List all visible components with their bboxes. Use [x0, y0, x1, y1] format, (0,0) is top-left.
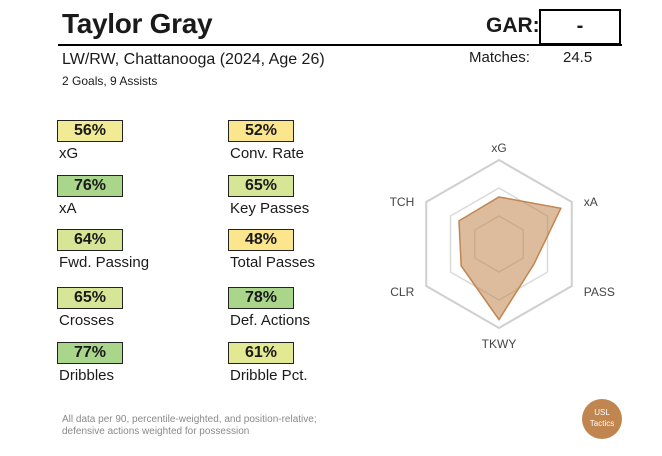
matches-label: Matches:	[469, 49, 530, 66]
footnote: All data per 90, percentile-weighted, an…	[62, 414, 317, 438]
metric-badge: 52%	[228, 120, 294, 142]
metric-dribble-pct: 61% Dribble Pct.	[228, 342, 368, 388]
metric-badge: 78%	[228, 287, 294, 309]
metric-label: Total Passes	[230, 254, 316, 271]
metric-label: Dribble Pct.	[230, 367, 308, 384]
metric-label: Fwd. Passing	[59, 254, 150, 271]
footnote-line-1: All data per 90, percentile-weighted, an…	[62, 414, 317, 425]
metric-badge: 64%	[57, 229, 123, 251]
radar-axis-label: xG	[491, 141, 506, 155]
metric-badge: 48%	[228, 229, 294, 251]
footnote-line-2: defensive actions weighted for possessio…	[62, 426, 250, 437]
metric-badge: 65%	[228, 175, 294, 197]
metric-xa: 76% xA	[57, 175, 197, 221]
radar-ring	[425, 158, 573, 330]
metric-crosses: 65% Crosses	[57, 287, 197, 333]
radar-data-polygon	[458, 196, 562, 321]
metric-badge: 76%	[57, 175, 123, 197]
player-subtitle: LW/RW, Chattanooga (2024, Age 26)	[62, 51, 325, 68]
metric-dribbles: 77% Dribbles	[57, 342, 197, 388]
metric-fwd-passing: 64% Fwd. Passing	[57, 229, 197, 275]
radar-axis-label: PASS	[584, 285, 615, 299]
metric-label: Conv. Rate	[230, 145, 304, 162]
metric-badge: 61%	[228, 342, 294, 364]
metric-key-passes: 65% Key Passes	[228, 175, 368, 221]
player-name: Taylor Gray	[62, 8, 213, 39]
logo-line-2: Tactics	[589, 419, 615, 428]
metric-badge: 65%	[57, 287, 123, 309]
metric-badge: 77%	[57, 342, 123, 364]
metric-label: xG	[59, 145, 79, 162]
metric-label: Crosses	[59, 312, 115, 329]
metric-label: Dribbles	[59, 367, 115, 384]
header-divider	[58, 44, 622, 46]
metric-total-passes: 48% Total Passes	[228, 229, 368, 275]
radar-axis-label: TKWY	[482, 337, 517, 351]
matches-value: 24.5	[563, 49, 593, 66]
metric-label: Def. Actions	[230, 312, 311, 329]
radar-axis-labels: xG xA PASS TKWY CLR TCH	[390, 141, 615, 351]
gar-label: GAR:	[486, 14, 540, 37]
usl-tactics-logo: USL Tactics	[582, 399, 622, 439]
gar-value-box: -	[539, 9, 621, 45]
metric-label: Key Passes	[230, 200, 310, 217]
goals-assists: 2 Goals, 9 Assists	[62, 74, 158, 88]
logo-line-1: USL	[594, 408, 610, 417]
radar-axis-label: xA	[584, 195, 598, 209]
metric-def-actions: 78% Def. Actions	[228, 287, 368, 333]
radar-chart: xG xA PASS TKWY CLR TCH	[390, 141, 615, 351]
radar-axis-label: TCH	[390, 195, 414, 209]
metric-badge: 56%	[57, 120, 123, 142]
metric-xg: 56% xG	[57, 120, 197, 166]
metric-conv-rate: 52% Conv. Rate	[228, 120, 368, 166]
radar-axis-label: CLR	[390, 285, 414, 299]
metric-label: xA	[59, 200, 77, 217]
